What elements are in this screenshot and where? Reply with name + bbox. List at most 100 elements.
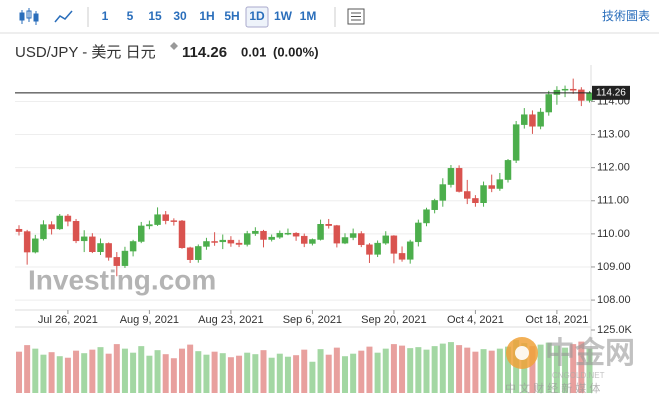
candle-body — [504, 160, 512, 180]
volume-bar — [162, 354, 169, 393]
candle-body — [56, 215, 63, 230]
candle-body — [276, 232, 284, 238]
x-tick-label: Sep 6, 2021 — [283, 314, 342, 326]
volume-bar — [73, 350, 80, 393]
interval-button[interactable]: 30 — [173, 9, 187, 23]
y2-tick-label: 125.0K — [597, 324, 633, 336]
y-tick-label: 113.00 — [597, 128, 630, 140]
candle-body — [40, 224, 47, 240]
last-price-box — [592, 85, 630, 100]
candle-body — [48, 224, 55, 230]
volume-bar — [496, 348, 503, 393]
candle-body — [431, 200, 438, 210]
volume-bar — [284, 356, 291, 393]
volume-bar — [399, 345, 406, 393]
candle-body — [154, 214, 161, 225]
candle-body — [512, 124, 520, 161]
candle-body — [284, 232, 292, 235]
volume-bar — [562, 347, 569, 393]
volume-bar — [40, 354, 47, 393]
y-tick-label: 108.00 — [597, 294, 631, 306]
candle-body — [333, 225, 341, 244]
y-tick-label: 111.00 — [597, 195, 629, 207]
volume-bar — [138, 346, 145, 393]
volume-bar — [97, 347, 104, 393]
investing-logo: Investing.com — [28, 264, 216, 295]
interval-button[interactable]: 15 — [148, 9, 162, 23]
table-icon[interactable] — [347, 8, 365, 25]
volume-bar — [260, 350, 267, 393]
volume-bar — [130, 352, 137, 393]
volume-bar — [236, 355, 243, 393]
x-tick-label: Sep 20, 2021 — [361, 314, 426, 326]
volume-bar — [170, 358, 177, 393]
candle-body — [325, 224, 332, 226]
volume-bar — [81, 353, 88, 393]
candle-body — [203, 241, 210, 247]
volume-bar — [89, 349, 96, 393]
site-slogan: 中 文 财 经 新 媒 体 — [505, 381, 600, 395]
site-watermark-en: CNGOLD.NET — [552, 371, 605, 380]
interval-button[interactable]: 1M — [300, 9, 317, 23]
candle-body — [455, 168, 463, 192]
volume-bar — [301, 349, 308, 393]
interval-button[interactable]: 1D — [249, 9, 265, 23]
volume-bar — [529, 346, 536, 393]
volume-bar — [342, 356, 348, 393]
volume-bar — [439, 343, 446, 393]
candle-body — [97, 243, 104, 252]
site-watermark: 中金网 — [545, 336, 635, 370]
candle-body — [390, 235, 398, 254]
interval-button[interactable]: 1W — [274, 9, 293, 23]
candle-body — [537, 111, 544, 127]
volume-bar — [268, 357, 275, 393]
candle-icon[interactable] — [19, 8, 39, 25]
line-icon[interactable] — [54, 10, 73, 23]
candle-body — [113, 257, 121, 266]
volume-bar — [350, 353, 357, 393]
volume-bar — [390, 344, 397, 393]
volume-bar — [309, 361, 316, 393]
candle-body — [243, 233, 251, 245]
candle-body — [480, 185, 487, 203]
volume-bar — [105, 353, 112, 393]
candle-body — [529, 114, 536, 127]
volume-bar — [252, 354, 259, 393]
candle-body — [15, 228, 23, 232]
candle-body — [72, 221, 80, 242]
candle-body — [398, 253, 406, 260]
volume-bar — [366, 346, 373, 393]
interval-button[interactable]: 1 — [102, 9, 109, 23]
candle-body — [89, 236, 96, 252]
volume-bar — [415, 347, 422, 393]
x-tick-label: Oct 18, 2021 — [525, 314, 588, 326]
volume-bar — [211, 351, 218, 393]
candle-body — [317, 224, 324, 240]
symbol-title: USD/JPY - 美元 日元 — [15, 44, 156, 61]
candle-body — [415, 222, 422, 243]
interval-button[interactable]: 5H — [224, 9, 239, 23]
volume-bar — [293, 355, 300, 393]
volume-bar — [578, 341, 585, 393]
candle-body — [309, 239, 316, 244]
candle-body — [235, 242, 243, 245]
x-tick-label: Aug 9, 2021 — [120, 314, 179, 326]
candle-body — [561, 88, 569, 91]
y-tick-label: 112.00 — [597, 162, 630, 174]
candle-body — [178, 220, 186, 249]
candle-body — [260, 230, 267, 240]
interval-button[interactable]: 5 — [127, 9, 134, 23]
volume-bar — [195, 351, 202, 393]
volume-bar — [464, 347, 471, 393]
interval-button[interactable]: 1H — [199, 9, 214, 23]
site-logo-icon — [515, 346, 529, 360]
volume-bar — [187, 344, 194, 393]
volume-bar — [121, 348, 128, 393]
volume-bar — [227, 357, 234, 393]
candle-body — [138, 225, 145, 242]
volume-bar — [488, 350, 495, 393]
last-price-label: 114.26 — [596, 87, 626, 98]
tech-chart-link[interactable]: 技術圖表 — [602, 9, 650, 23]
volume-bar — [32, 348, 39, 393]
